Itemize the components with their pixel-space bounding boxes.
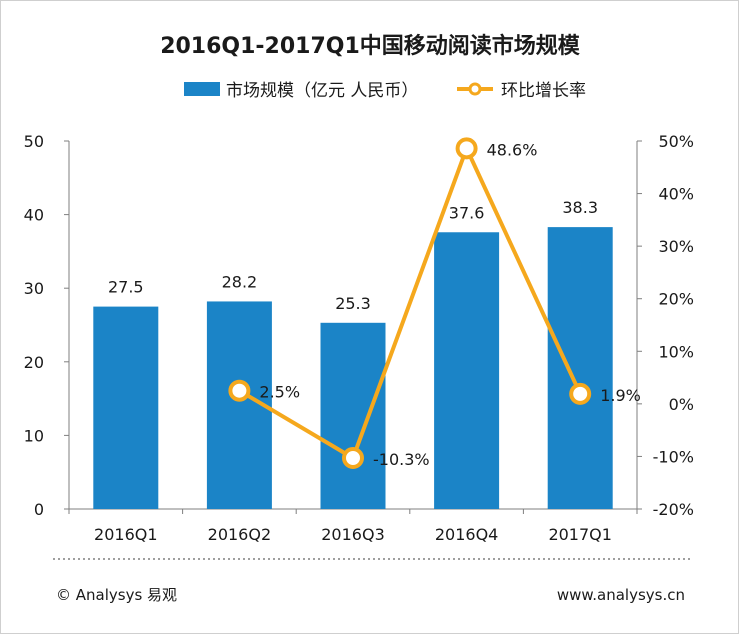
line-value-label: 2.5% <box>259 383 300 402</box>
bar-value-label: 38.3 <box>562 198 598 217</box>
right-axis-tick-label: 20% <box>658 290 694 309</box>
bar <box>547 227 613 509</box>
legend-bar-swatch <box>184 82 220 96</box>
axes: 0 10 20 30 40 50 -20% -10% 0% 10% 20% 30% 40% 50% 2016… <box>24 132 694 544</box>
legend-line-marker <box>468 82 482 96</box>
left-axis-tick-label: 50 <box>24 132 44 151</box>
right-axis-tick-label: 50% <box>658 132 694 151</box>
right-axis-tick-label: -20% <box>653 500 694 519</box>
chart-title: 2016Q1-2017Q1中国移动阅读市场规模 <box>160 33 581 59</box>
x-axis-tick-label: 2016Q1 <box>94 525 158 544</box>
footer-website: www.analysys.cn <box>557 586 685 604</box>
legend-bar-label: 市场规模（亿元 人民币） <box>226 81 418 101</box>
right-axis-tick-label: 40% <box>658 185 694 204</box>
line-value-label: 1.9% <box>600 386 641 405</box>
legend-line-label: 环比增长率 <box>501 81 586 101</box>
bar <box>320 322 386 509</box>
line-point <box>228 379 251 402</box>
left-axis-tick-label: 30 <box>24 279 44 298</box>
x-axis-tick-label: 2016Q4 <box>435 525 499 544</box>
right-axis-tick-label: 30% <box>658 237 694 256</box>
x-axis-tick-label: 2017Q1 <box>548 525 612 544</box>
line-point <box>455 137 478 160</box>
x-axis-tick-label: 2016Q3 <box>321 525 385 544</box>
bar <box>434 232 500 509</box>
left-axis-tick-label: 0 <box>34 500 44 519</box>
legend: 市场规模（亿元 人民币） 环比增长率 <box>184 81 586 101</box>
line-value-label: 48.6% <box>487 140 538 159</box>
line-point <box>569 382 592 405</box>
left-axis-tick-label: 40 <box>24 206 44 225</box>
bar-value-label: 28.2 <box>222 272 258 291</box>
bar-value-label: 25.3 <box>335 294 371 313</box>
bar <box>93 306 159 509</box>
bar-value-label: 27.5 <box>108 278 144 297</box>
data-labels: 27.5 28.2 25.3 37.6 38.3 2.5% -10.3% 48.6% 1.9% <box>108 140 641 469</box>
line-value-label: -10.3% <box>373 450 430 469</box>
left-axis-tick-label: 10 <box>24 426 44 445</box>
bar-value-label: 37.6 <box>449 203 485 222</box>
right-axis-tick-label: -10% <box>653 447 694 466</box>
line-point <box>342 447 364 470</box>
left-axis-tick-label: 20 <box>24 353 44 372</box>
right-axis-tick-label: 10% <box>658 342 694 361</box>
right-axis-tick-label: 0% <box>669 395 694 414</box>
footer-copyright: © Analysys 易观 <box>56 586 177 604</box>
growth-rate-line <box>238 143 583 461</box>
x-axis-tick-label: 2016Q2 <box>208 525 272 544</box>
line-series <box>228 137 592 470</box>
